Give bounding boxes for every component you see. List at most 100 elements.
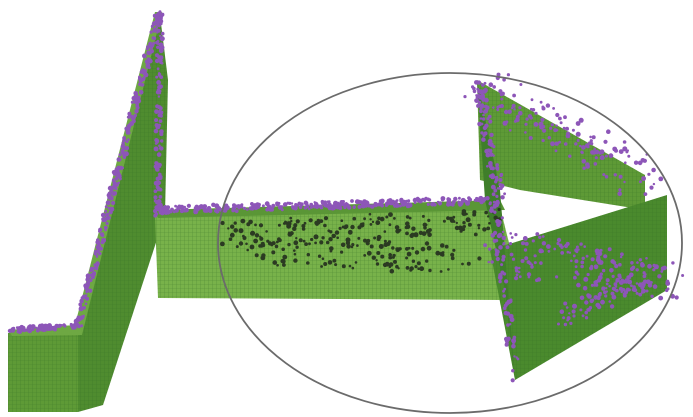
particle bbox=[154, 212, 159, 216]
particle bbox=[505, 120, 509, 124]
particle bbox=[395, 199, 399, 202]
particle bbox=[327, 260, 333, 265]
particle bbox=[490, 260, 494, 264]
particle bbox=[500, 263, 504, 267]
particle bbox=[158, 119, 163, 123]
particle bbox=[411, 246, 415, 250]
particle bbox=[514, 269, 519, 273]
particle bbox=[322, 200, 327, 205]
particle bbox=[341, 203, 345, 207]
particle bbox=[379, 198, 385, 204]
particle bbox=[423, 226, 427, 230]
particle bbox=[414, 250, 420, 255]
particle bbox=[394, 225, 400, 230]
particle bbox=[620, 290, 623, 294]
particle bbox=[156, 23, 160, 27]
particle bbox=[254, 233, 260, 238]
particle bbox=[220, 241, 225, 247]
particle bbox=[358, 201, 361, 205]
particle bbox=[158, 46, 163, 51]
particle bbox=[340, 219, 344, 222]
particle bbox=[581, 145, 586, 150]
particle bbox=[585, 164, 590, 169]
particle bbox=[158, 172, 162, 177]
particle bbox=[559, 309, 565, 315]
particle bbox=[660, 270, 664, 273]
particle bbox=[599, 248, 603, 252]
particle bbox=[550, 123, 554, 127]
particle bbox=[550, 141, 555, 147]
particle bbox=[306, 253, 310, 256]
particle bbox=[10, 327, 16, 333]
particle bbox=[635, 291, 639, 295]
particle bbox=[488, 164, 493, 169]
particle bbox=[637, 282, 643, 288]
particle bbox=[347, 229, 353, 235]
particle bbox=[250, 202, 254, 206]
particle bbox=[371, 220, 375, 224]
particle bbox=[444, 244, 449, 249]
particle bbox=[650, 294, 654, 298]
particle bbox=[503, 310, 508, 316]
particle bbox=[320, 265, 323, 268]
particle bbox=[421, 231, 427, 237]
particle bbox=[158, 34, 162, 38]
particle bbox=[479, 117, 483, 120]
particle bbox=[493, 230, 498, 235]
particle bbox=[230, 224, 235, 229]
particle bbox=[500, 216, 504, 220]
particle bbox=[607, 247, 612, 252]
particle bbox=[509, 252, 514, 257]
particle bbox=[635, 268, 639, 272]
particle bbox=[479, 199, 484, 205]
particle bbox=[630, 261, 634, 265]
particle bbox=[107, 216, 111, 220]
particle bbox=[489, 206, 494, 210]
particle bbox=[425, 259, 429, 263]
particle bbox=[400, 198, 403, 201]
particle bbox=[517, 266, 521, 270]
particle bbox=[156, 67, 160, 71]
particle bbox=[85, 296, 89, 301]
particle bbox=[238, 241, 244, 246]
particle bbox=[155, 161, 159, 166]
particle bbox=[94, 266, 99, 271]
particle bbox=[89, 269, 92, 273]
particle bbox=[501, 230, 505, 234]
particle bbox=[531, 108, 536, 112]
particle bbox=[313, 234, 319, 240]
particle bbox=[518, 275, 522, 279]
particle bbox=[388, 265, 392, 269]
particle bbox=[610, 291, 615, 296]
particle bbox=[115, 168, 120, 173]
particle bbox=[446, 197, 450, 201]
particle bbox=[492, 85, 497, 89]
particle bbox=[533, 261, 537, 265]
particle bbox=[645, 289, 649, 293]
particle bbox=[440, 198, 445, 202]
particle bbox=[533, 122, 539, 127]
particle bbox=[388, 198, 393, 203]
particle bbox=[518, 106, 522, 110]
particle bbox=[107, 200, 111, 203]
particle bbox=[388, 255, 393, 260]
particle bbox=[558, 243, 563, 248]
particle bbox=[453, 196, 458, 202]
particle bbox=[158, 144, 161, 147]
particle bbox=[591, 135, 596, 140]
particle bbox=[419, 266, 425, 272]
particle bbox=[605, 154, 608, 158]
particle bbox=[323, 223, 327, 228]
particle bbox=[77, 317, 80, 321]
particle bbox=[27, 328, 33, 334]
particle bbox=[345, 202, 349, 207]
particle bbox=[123, 151, 129, 157]
particle bbox=[620, 278, 625, 283]
particle bbox=[383, 230, 387, 233]
particle bbox=[298, 238, 303, 243]
particle bbox=[665, 279, 670, 284]
particle bbox=[225, 205, 230, 211]
particle bbox=[80, 315, 85, 320]
particle bbox=[563, 322, 568, 327]
particle bbox=[115, 177, 119, 181]
